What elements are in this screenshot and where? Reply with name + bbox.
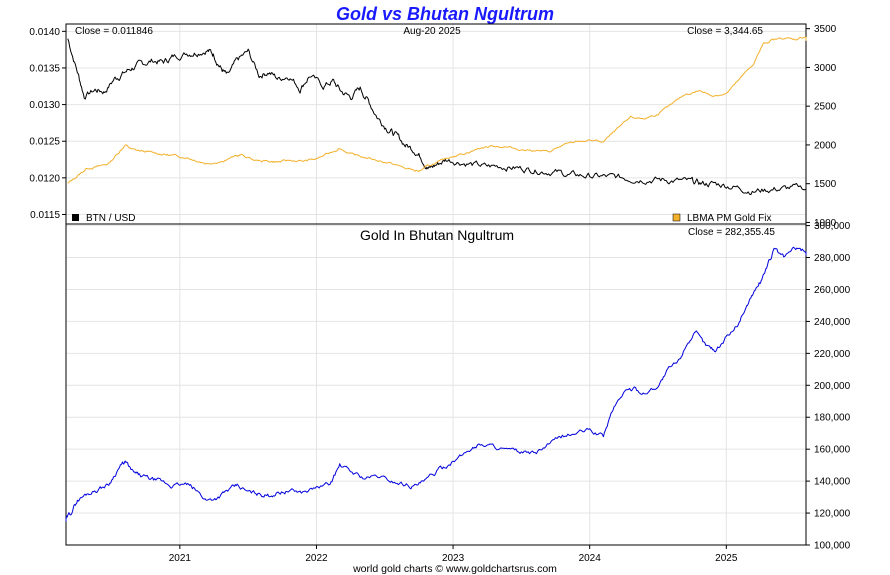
top-right-tick-label-4: 1500 <box>814 179 837 190</box>
legend-swatch-btn-usd <box>72 214 79 221</box>
top-right-tick-label-5: 1000 <box>814 218 837 229</box>
bottom-panel-title: Gold In Bhutan Ngultrum <box>360 227 514 243</box>
top-panel: 0.0140 0.0135 0.0130 0.0125 0.0120 0.0115 350… <box>29 23 837 229</box>
bottom-gridlines <box>66 224 806 546</box>
top-left-tick-label-5: 0.0115 <box>30 210 60 221</box>
top-left-tick-label-3: 0.0125 <box>29 137 60 148</box>
top-right-tick-label-0: 3500 <box>814 24 837 35</box>
top-close-right: Close = 3,344.65 <box>687 26 763 37</box>
x-tick-label-2025: 2025 <box>715 553 738 564</box>
bottom-panel: 300,000 280,000 260,000 240,000 220,000 200,0… <box>65 221 851 552</box>
bottom-right-tick-label-1: 280,000 <box>814 253 851 264</box>
top-left-tick-label-1: 0.0135 <box>29 63 60 74</box>
legend-swatch-gold-fix <box>672 213 681 222</box>
chart-title: Gold vs Bhutan Ngultrum <box>336 4 554 24</box>
top-series-group <box>67 36 807 196</box>
top-close-left: Close = 0.011846 <box>75 26 153 37</box>
x-tick-label-2024: 2024 <box>579 553 602 564</box>
bottom-right-tick-label-10: 100,000 <box>814 541 851 552</box>
bottom-right-tick-label-7: 160,000 <box>814 445 851 456</box>
top-right-tick-label-2: 2500 <box>814 102 837 113</box>
bottom-right-tick-label-6: 180,000 <box>814 413 851 424</box>
top-left-tick-label-0: 0.0140 <box>29 27 60 38</box>
x-tick-label-2023: 2023 <box>442 553 465 564</box>
top-left-axis: 0.0140 0.0135 0.0130 0.0125 0.0120 0.0115 <box>29 27 66 221</box>
bottom-right-tick-label-8: 140,000 <box>814 477 851 488</box>
bottom-panel-frame <box>65 223 807 546</box>
x-tick-label-2021: 2021 <box>169 553 192 564</box>
bottom-close-right: Close = 282,355.45 <box>688 227 775 238</box>
bottom-right-tick-label-5: 200,000 <box>814 381 851 392</box>
top-right-axis: 3500 3000 2500 2000 1500 1000 <box>806 24 837 229</box>
x-axis: 2021 2022 2023 2024 2025 <box>169 545 738 564</box>
bottom-right-tick-label-4: 220,000 <box>814 349 851 360</box>
top-gridlines <box>66 24 806 224</box>
date-label: Aug-20 2025 <box>403 26 461 37</box>
series-line-btn-usd <box>67 38 807 196</box>
bottom-right-tick-label-2: 260,000 <box>814 285 851 296</box>
top-left-tick-label-2: 0.0130 <box>29 100 60 111</box>
bottom-right-tick-label-0: 300,000 <box>814 221 851 232</box>
top-left-tick-label-4: 0.0120 <box>29 173 60 184</box>
bottom-right-axis: 300,000 280,000 260,000 240,000 220,000 200,0… <box>806 221 851 552</box>
top-right-tick-label-1: 3000 <box>814 63 837 74</box>
bottom-series-group <box>65 246 807 522</box>
legend-label-btn-usd: BTN / USD <box>86 213 135 224</box>
bottom-right-tick-label-3: 240,000 <box>814 317 851 328</box>
x-tick-label-2022: 2022 <box>305 553 328 564</box>
top-right-tick-label-3: 2000 <box>814 140 837 151</box>
credit-line: world gold charts © www.goldchartsrus.co… <box>352 563 557 575</box>
bottom-right-tick-label-9: 120,000 <box>814 509 851 520</box>
top-panel-frame <box>65 23 807 225</box>
series-line-gold-in-btn <box>65 246 807 522</box>
legend-label-gold-fix: LBMA PM Gold Fix <box>687 213 771 224</box>
series-line-gold-fix <box>67 36 807 184</box>
